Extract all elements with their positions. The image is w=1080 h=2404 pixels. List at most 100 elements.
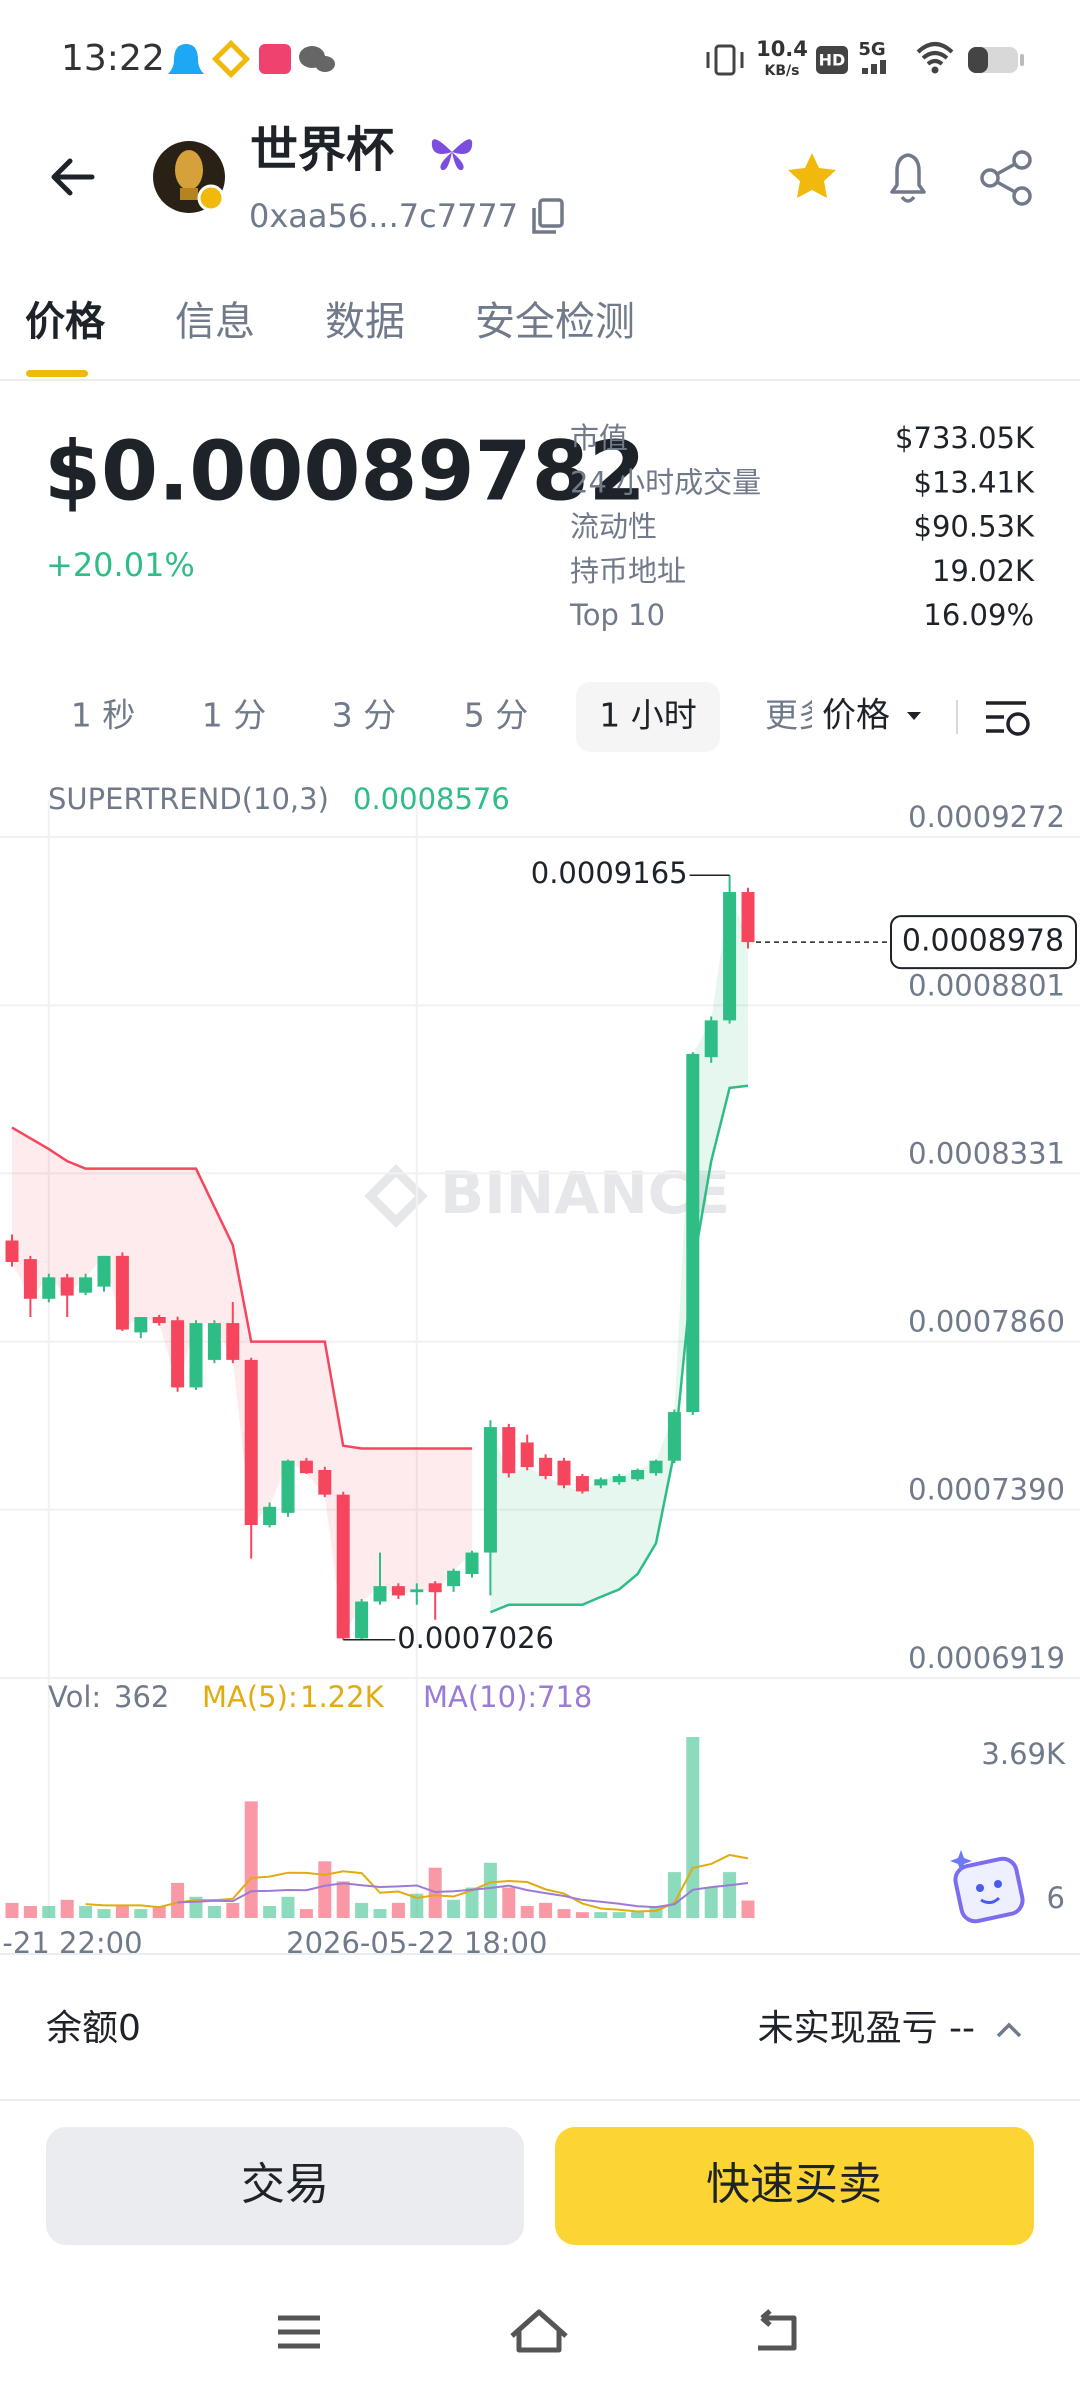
indicator-value: 0.0008576 [353, 782, 510, 816]
interval-option[interactable]: 1 秒 [71, 696, 136, 735]
volume-bar [649, 1906, 663, 1918]
interval-option[interactable]: 1 小时 [599, 696, 697, 735]
interval-option[interactable]: 3 分 [332, 696, 397, 735]
selector-mask [812, 684, 956, 750]
ma10-value: 718 [537, 1680, 592, 1714]
volume-value: 362 [114, 1680, 169, 1714]
candle-body [575, 1476, 589, 1492]
volume-bar [115, 1906, 129, 1918]
volume-bar [391, 1902, 405, 1918]
candle-body [557, 1460, 571, 1486]
volume-bar [23, 1906, 37, 1918]
candle-body [115, 1255, 129, 1330]
token-title: 世界杯 [250, 122, 394, 178]
stats-list: 市值 $733.05K 24 小时成交量 $13.41K 流动性 $90.53K 持币地址 1… [569, 421, 1035, 632]
volume-bar [97, 1909, 111, 1918]
nav-back[interactable] [758, 2309, 797, 2351]
candle-body [539, 1457, 553, 1477]
y-tick-label: 0.0007860 [908, 1305, 1065, 1339]
candle-body [723, 892, 737, 1021]
tab[interactable]: 数据 [325, 299, 405, 345]
volume-label: Vol: [48, 1680, 101, 1714]
assistant-button[interactable] [950, 1850, 1025, 1924]
stat-value: $13.41K [914, 465, 1035, 499]
interval-option[interactable]: 1 分 [202, 696, 267, 735]
tab-indicator [26, 370, 88, 377]
tab[interactable]: 安全检测 [475, 299, 635, 345]
grid [0, 800, 1080, 1918]
stat-value: $733.05K [895, 421, 1035, 455]
unrealized-pnl[interactable]: 未实现盈亏 -- [758, 2008, 975, 2049]
volume-bar [465, 1887, 479, 1918]
candle-body [410, 1589, 424, 1593]
candle-body [447, 1570, 461, 1587]
quick-trade-button[interactable] [555, 2127, 1034, 2245]
nav-menu[interactable] [278, 2315, 320, 2349]
y-tick-label: 0.0006919 [908, 1641, 1065, 1675]
candle-body [299, 1460, 313, 1474]
quick-trade-button-label[interactable]: 快速买卖 [706, 2159, 882, 2210]
volume-bar [134, 1909, 148, 1918]
candle-body [373, 1586, 387, 1602]
volume-tick-label: 6 [1047, 1881, 1065, 1915]
ma10-label: MA(10): [423, 1680, 537, 1714]
candle-body [23, 1259, 37, 1299]
trend-fill [12, 1127, 472, 1639]
candle-body [171, 1320, 185, 1388]
volume-tick-label: 3.69K [981, 1737, 1066, 1771]
candle-body [686, 1053, 700, 1413]
status-icons-right: 10.4 KB/s HD 5G [706, 37, 1024, 79]
expand-caret[interactable] [996, 2022, 1022, 2038]
volume-bar [557, 1909, 571, 1918]
volume-bar [612, 1912, 626, 1918]
stat-value: $90.53K [914, 510, 1035, 544]
volume-bar [631, 1912, 645, 1918]
candle-body [207, 1323, 221, 1360]
y-tick-label: 0.0008331 [908, 1136, 1065, 1170]
volume-bar [723, 1872, 737, 1918]
status-icons-left [168, 39, 335, 79]
volume-bar [5, 1902, 19, 1918]
chart-settings-button[interactable] [986, 701, 1030, 736]
candle-body [318, 1469, 332, 1495]
stat-label: 流动性 [570, 510, 657, 544]
stat-label: 持币地址 [570, 554, 686, 588]
price-change: +20.01% [46, 546, 195, 584]
chart-labels: 0.0009272 0.0008801 0.0008331 0.0007860 0.00… [0, 800, 1077, 1960]
candle-body [428, 1583, 442, 1593]
price-selector[interactable]: 价格 [822, 696, 890, 736]
y-tick-label: 0.0008801 [908, 968, 1065, 1002]
trade-button-label[interactable]: 交易 [241, 2159, 329, 2210]
candle-body [594, 1479, 608, 1486]
candle-body [336, 1494, 350, 1639]
candle-body [631, 1469, 645, 1480]
favorite-star[interactable] [788, 153, 836, 198]
candle-body [667, 1412, 681, 1461]
tab[interactable]: 信息 [175, 299, 255, 345]
volume-bar [667, 1872, 681, 1918]
alert-bell[interactable] [890, 153, 926, 203]
interval-option[interactable]: 5 分 [464, 696, 529, 735]
volume-bar [79, 1906, 93, 1918]
token-price: $0.00089782 [44, 424, 646, 519]
back-button[interactable] [51, 158, 95, 196]
interval-selected-bg [576, 682, 720, 752]
trade-button[interactable] [46, 2127, 524, 2245]
candle-body [465, 1552, 479, 1574]
candle-body [79, 1277, 93, 1293]
volume-bar [336, 1881, 350, 1918]
candle-body [502, 1427, 516, 1474]
indicator-label: SUPERTREND(10,3) [48, 782, 329, 816]
candle-body [42, 1277, 56, 1299]
volume-bar [539, 1902, 553, 1918]
share-button[interactable] [980, 150, 1032, 206]
copy-button[interactable] [532, 198, 564, 234]
candle-body [649, 1460, 663, 1474]
candle-body [741, 892, 755, 943]
tab[interactable]: 价格 [25, 299, 106, 345]
nav-home[interactable] [510, 2309, 568, 2353]
volume-bar [244, 1801, 258, 1918]
watermark: BINANCE [364, 1159, 730, 1228]
